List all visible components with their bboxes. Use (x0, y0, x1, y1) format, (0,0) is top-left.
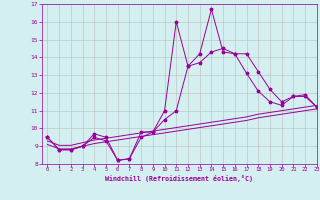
X-axis label: Windchill (Refroidissement éolien,°C): Windchill (Refroidissement éolien,°C) (105, 175, 253, 182)
